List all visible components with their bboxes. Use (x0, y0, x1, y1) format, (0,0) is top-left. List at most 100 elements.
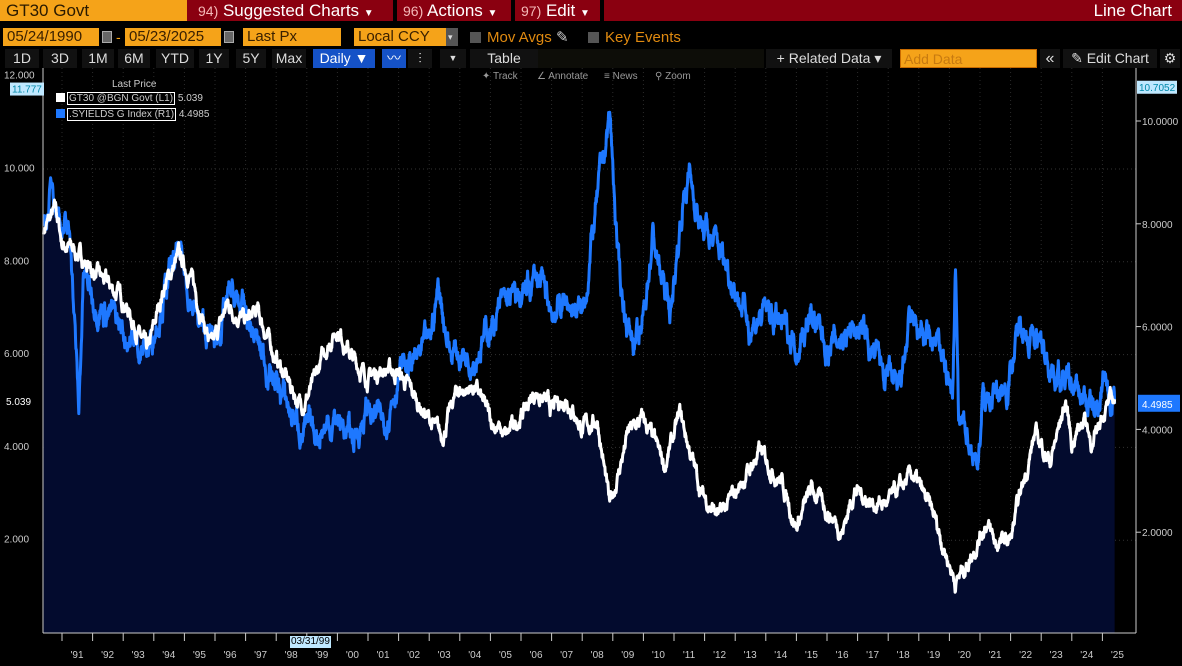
annotate-label: Annotate (548, 71, 589, 82)
news-label: News (612, 71, 638, 82)
period-button-1d[interactable]: 1D (5, 49, 39, 68)
x-tick-label: '10 (652, 650, 665, 661)
x-tick-label: '08 (591, 650, 604, 661)
track-tool[interactable]: ✦ Track (482, 71, 518, 82)
x-tick-label: '15 (805, 650, 818, 661)
legend-item-syields[interactable]: .SYIELDS G Index (R1) 4.4985 (56, 108, 209, 121)
edit-chart-button[interactable]: ✎ Edit Chart (1063, 49, 1157, 68)
view-title: Line Chart (1093, 1, 1172, 20)
series-line-gt30 (42, 198, 1117, 594)
chevron-down-icon: ▼ (363, 8, 374, 19)
legend-label: GT30 @BGN Govt (L1) (67, 92, 176, 105)
date-separator: - (116, 29, 121, 45)
x-tick-label: '22 (1019, 650, 1032, 661)
news-tool[interactable]: ≡ News (604, 71, 638, 82)
right-last-value-label: 4.4985 (1142, 400, 1173, 411)
related-data-button[interactable]: + Related Data ▾ (766, 49, 892, 68)
pencil-icon: ✎ (1071, 50, 1083, 66)
left-tick-label: 8.000 (4, 256, 29, 267)
x-tick-label: '06 (529, 650, 542, 661)
x-tick-label: '96 (223, 650, 236, 661)
period-button-5y[interactable]: 5Y (236, 49, 266, 68)
x-tick-label: '19 (927, 650, 940, 661)
frequency-select[interactable]: Daily ▼ (313, 49, 375, 68)
collapse-icon[interactable]: « (1040, 49, 1060, 68)
security-ticker[interactable]: GT30 Govt (0, 0, 187, 21)
key-events-checkbox[interactable]: Key Events (588, 29, 681, 46)
gear-icon[interactable]: ⚙ (1160, 49, 1180, 68)
left-tick-label: 2.000 (4, 535, 29, 546)
x-tick-label: '94 (162, 650, 175, 661)
x-tick-label: '12 (713, 650, 726, 661)
legend-item-gt30[interactable]: GT30 @BGN Govt (L1) 5.039 (56, 92, 203, 105)
period-button-ytd[interactable]: YTD (156, 49, 194, 68)
x-tick-label: '17 (866, 650, 879, 661)
x-tick-label: '11 (683, 650, 696, 661)
right-max-label-bg (1137, 80, 1177, 94)
legend-swatch (56, 93, 65, 102)
right-tick-label: 8.0000 (1142, 220, 1173, 231)
x-tick-label: '92 (101, 650, 114, 661)
period-button-1m[interactable]: 1M (82, 49, 114, 68)
end-date-input[interactable]: 05/23/2025 (125, 28, 221, 46)
key-events-label: Key Events (605, 29, 681, 46)
chart-type-dropdown-icon[interactable]: ▼ (440, 49, 466, 68)
menu-label: Suggested Charts (222, 1, 360, 20)
calendar-icon[interactable] (102, 31, 112, 43)
series-line-syields (42, 110, 1117, 471)
menu-number: 94) (198, 3, 219, 19)
right-last-value-bg (1138, 394, 1180, 412)
track-label: Track (492, 71, 518, 82)
calendar-icon[interactable] (224, 31, 234, 43)
line-chart-icon[interactable]: 〰 (382, 49, 406, 68)
x-tick-label: '93 (132, 650, 145, 661)
left-tick-label: 4.000 (4, 442, 29, 453)
x-tick-label: '98 (285, 650, 298, 661)
chart-area[interactable]: 12.000 10.000 8.000 6.000 4.000 2.000 10.0000 8… (0, 68, 1182, 666)
start-date-input[interactable]: 05/24/1990 (3, 28, 99, 46)
suggested-charts-menu[interactable]: 94) Suggested Charts ▼ (192, 0, 380, 21)
x-tick-label: '02 (407, 650, 420, 661)
mov-avgs-checkbox[interactable]: Mov Avgs ✎ (470, 29, 569, 46)
x-tick-label: '91 (70, 650, 83, 661)
x-tick-label: '05 (499, 650, 512, 661)
x-tick-label: '14 (774, 650, 787, 661)
left-tick-label: 6.000 (4, 349, 29, 360)
period-button-max[interactable]: Max (272, 49, 306, 68)
annotate-tool[interactable]: ∠ Annotate (537, 71, 589, 82)
add-data-input[interactable]: Add Data (900, 49, 1037, 68)
chevron-down-icon: ▼ (487, 8, 498, 19)
legend-label: .SYIELDS G Index (R1) (67, 108, 177, 121)
zoom-tool[interactable]: ⚲ Zoom (655, 71, 691, 82)
x-tick-label: '95 (193, 650, 206, 661)
x-tick-label: '07 (560, 650, 573, 661)
actions-menu[interactable]: 96) Actions ▼ (397, 0, 503, 21)
period-button-3d[interactable]: 3D (43, 49, 77, 68)
pencil-icon[interactable]: ✎ (555, 29, 569, 46)
x-tick-label: '24 (1080, 650, 1093, 661)
period-button-1y[interactable]: 1Y (199, 49, 229, 68)
right-tick-label: 6.0000 (1142, 323, 1173, 334)
left-tick-label: 12.000 (4, 71, 35, 82)
left-tick-label: 10.000 (4, 164, 35, 175)
field-select[interactable]: Last Px (243, 28, 341, 46)
right-tick-label: 4.0000 (1142, 425, 1173, 436)
x-tick-label: '23 (1050, 650, 1063, 661)
currency-dropdown-icon[interactable]: ▾ (446, 28, 458, 46)
toolbar-spacer (538, 49, 764, 68)
bar-chart-icon[interactable]: ⫶ (408, 49, 432, 68)
x-tick-label: '04 (468, 650, 481, 661)
zoom-label: Zoom (665, 71, 691, 82)
edit-menu[interactable]: 97) Edit ▼ (515, 0, 596, 21)
left-last-value-label: 5.039 (6, 397, 31, 408)
right-tick-label: 2.0000 (1142, 528, 1173, 539)
table-button[interactable]: Table (470, 49, 538, 68)
left-max-label: 11.777 (12, 85, 42, 96)
menu-number: 97) (521, 3, 542, 19)
x-tick-label: '99 (315, 650, 328, 661)
x-tick-label: '01 (376, 650, 389, 661)
right-tick-label: 10.0000 (1142, 117, 1179, 128)
left-last-value-label-bg (4, 395, 42, 409)
period-button-6m[interactable]: 6M (118, 49, 150, 68)
currency-select[interactable]: Local CCY (354, 28, 446, 46)
